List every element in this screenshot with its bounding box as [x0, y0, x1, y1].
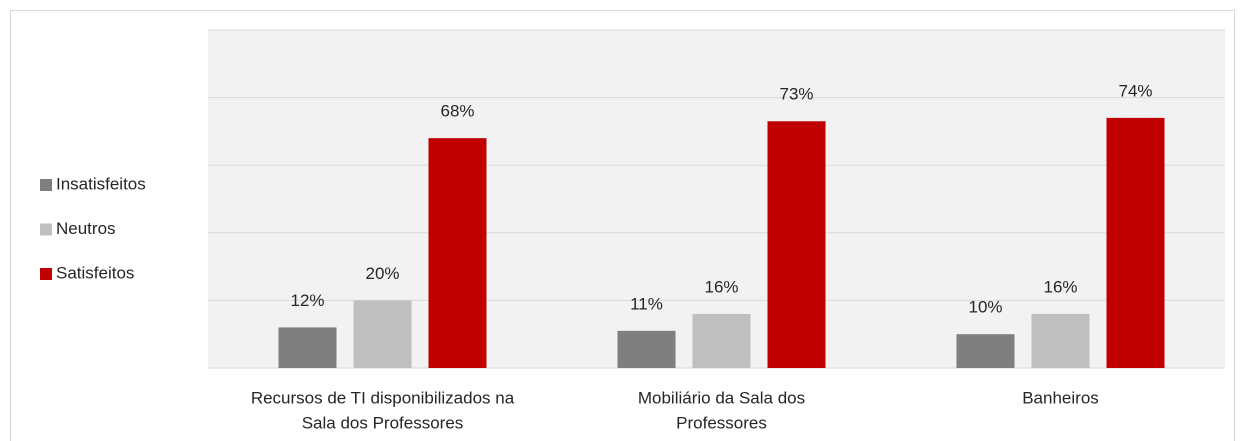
- x-tick-label: Professores: [676, 413, 767, 432]
- data-label: 73%: [779, 85, 813, 104]
- data-label: 11%: [630, 294, 663, 313]
- data-label: 12%: [290, 291, 324, 310]
- legend-label: Satisfeitos: [56, 263, 134, 282]
- legend-swatch: [40, 179, 52, 191]
- bar: [617, 330, 676, 368]
- legend-label: Insatisfeitos: [56, 174, 146, 193]
- bar: [1106, 117, 1165, 368]
- bar: [692, 313, 751, 368]
- bar: [278, 327, 337, 368]
- x-tick-label: Banheiros: [1022, 388, 1099, 407]
- bar: [353, 300, 412, 368]
- data-label: 10%: [968, 298, 1002, 317]
- bar: [428, 138, 487, 368]
- data-label: 74%: [1118, 81, 1152, 100]
- x-tick-label: Recursos de TI disponibilizados na: [251, 388, 515, 407]
- legend-swatch: [40, 268, 52, 280]
- data-label: 16%: [704, 277, 738, 296]
- bar: [956, 334, 1015, 368]
- x-tick-label: Sala dos Professores: [302, 413, 464, 432]
- data-label: 20%: [365, 264, 399, 283]
- legend-swatch: [40, 223, 52, 236]
- data-label: 16%: [1043, 277, 1077, 296]
- data-label: 68%: [440, 102, 474, 121]
- bar: [767, 121, 826, 368]
- x-tick-label: Mobiliário da Sala dos: [638, 388, 805, 407]
- bar: [1031, 313, 1090, 368]
- legend-label: Neutros: [56, 219, 116, 238]
